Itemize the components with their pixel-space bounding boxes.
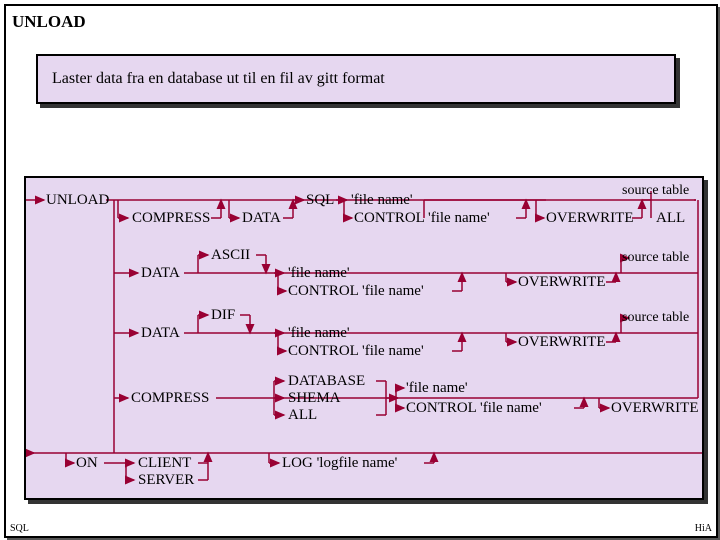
kw-all-2: ALL	[288, 407, 317, 424]
kw-server: SERVER	[138, 472, 194, 489]
kw-on: ON	[76, 455, 98, 472]
kw-sourcetable-3: source table	[622, 310, 689, 326]
syntax-diagram: UNLOAD COMPRESS DATA SQL 'file name' CON…	[24, 176, 704, 500]
kw-overwrite-3: OVERWRITE	[518, 334, 606, 351]
kw-overwrite-2: OVERWRITE	[518, 274, 606, 291]
kw-database: DATABASE	[288, 373, 365, 390]
kw-overwrite-1: OVERWRITE	[546, 210, 634, 227]
footer-left: SQL	[10, 523, 29, 534]
kw-filename-4: 'file name'	[406, 380, 468, 397]
page-title: UNLOAD	[12, 12, 86, 32]
kw-control-3: CONTROL 'file name'	[288, 343, 424, 360]
kw-data-3: DATA	[141, 325, 180, 342]
description-box: Laster data fra en database ut til en fi…	[36, 54, 676, 104]
kw-client: CLIENT	[138, 455, 191, 472]
kw-sourcetable-2: source table	[622, 250, 689, 266]
kw-data-2: DATA	[141, 265, 180, 282]
kw-ascii: ASCII	[211, 247, 250, 264]
kw-dif: DIF	[211, 307, 235, 324]
kw-all-1: ALL	[656, 210, 685, 227]
footer-right: HiA	[695, 523, 712, 534]
kw-filename-1: 'file name'	[351, 192, 413, 209]
kw-shema: SHEMA	[288, 390, 341, 407]
kw-sql: SQL	[306, 192, 334, 209]
kw-sourcetable-1: source table	[622, 183, 689, 199]
kw-control-2: CONTROL 'file name'	[288, 283, 424, 300]
description-text: Laster data fra en database ut til en fi…	[52, 70, 385, 88]
kw-compress-2: COMPRESS	[131, 390, 209, 407]
kw-log: LOG 'logfile name'	[282, 455, 397, 472]
kw-control-4: CONTROL 'file name'	[406, 400, 542, 417]
outer-frame: UNLOAD Laster data fra en database ut ti…	[4, 4, 718, 538]
kw-control-1: CONTROL 'file name'	[354, 210, 490, 227]
kw-unload: UNLOAD	[46, 192, 109, 209]
kw-filename-3: 'file name'	[288, 325, 350, 342]
kw-filename-2: 'file name'	[288, 265, 350, 282]
kw-data-1: DATA	[242, 210, 281, 227]
kw-overwrite-4: OVERWRITE	[611, 400, 699, 417]
kw-compress-1: COMPRESS	[132, 210, 210, 227]
